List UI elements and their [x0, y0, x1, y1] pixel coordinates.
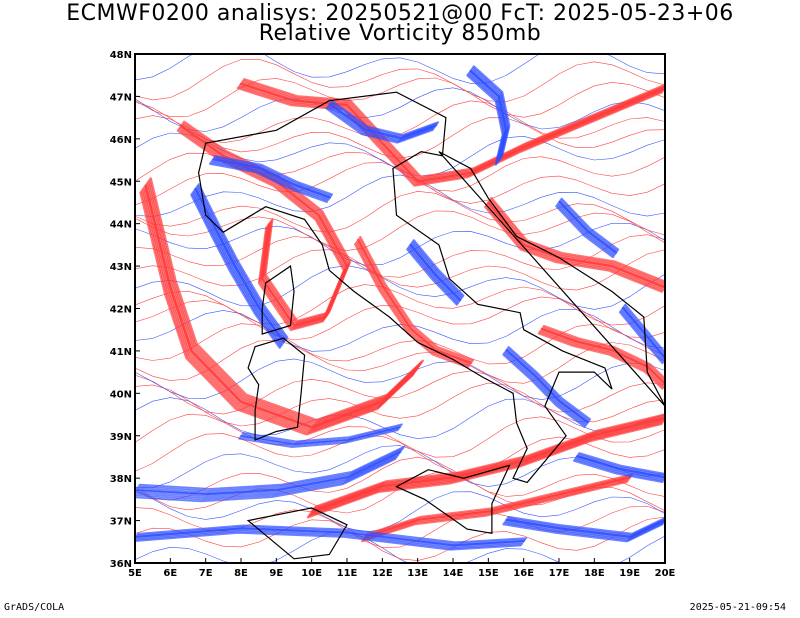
positive-vorticity-band: [361, 473, 634, 543]
x-tick-label: 13E: [407, 568, 428, 579]
x-tick-label: 14E: [443, 568, 464, 579]
x-axis: 5E 6E 7E 8E 9E 10E 11E 12E 13E 14E 15E 16E 17E 18E 19E…: [128, 558, 676, 579]
coastline-sardinia: [247, 337, 306, 441]
x-tick-label: 18E: [584, 568, 605, 579]
x-tick-label: 11E: [337, 568, 358, 579]
negative-vorticity-band: [618, 303, 665, 365]
contour-line: [135, 54, 665, 84]
negative-vorticity-band: [209, 155, 334, 203]
contour-line: [135, 516, 665, 561]
contour-line: [135, 339, 665, 384]
negative-vorticity-band: [135, 524, 528, 551]
coastline-italy: [197, 91, 613, 484]
negative-vorticity-band: [555, 197, 620, 259]
negative-vorticity-band: [502, 346, 591, 428]
x-tick-label: 9E: [269, 568, 283, 579]
positive-vorticity-band: [236, 78, 665, 187]
y-tick-label: 39N: [110, 432, 132, 443]
x-tick-label: 16E: [513, 568, 534, 579]
x-tick-label: 8E: [234, 568, 248, 579]
x-tick-label: 10E: [301, 568, 322, 579]
contour-line: [135, 191, 665, 236]
negative-vorticity-band: [135, 445, 406, 503]
positive-vorticity-band: [484, 196, 665, 293]
coastline-sicily: [395, 464, 511, 535]
coastline-layer: [197, 91, 665, 560]
chart-title: ECMWF0200 analisys: 20250521@00 FcT: 202…: [66, 1, 734, 26]
contour-line: [135, 174, 665, 217]
software-credit: GrADS/COLA: [4, 602, 65, 613]
y-tick-label: 42N: [110, 305, 132, 316]
negative-vorticity-band: [238, 423, 403, 448]
coastline-tunisia: [246, 507, 348, 560]
negative-vorticity-band: [502, 515, 665, 543]
x-tick-label: 5E: [128, 568, 142, 579]
chart-subtitle: Relative Vorticity 850mb: [258, 21, 542, 46]
coastline-corsica: [261, 265, 295, 335]
x-tick-label: 15E: [478, 568, 499, 579]
x-tick-label: 17E: [549, 568, 570, 579]
y-tick-label: 45N: [110, 177, 132, 188]
negative-vorticity-band: [572, 452, 665, 483]
y-tick-label: 44N: [110, 220, 132, 231]
contour-line: [135, 397, 665, 439]
positive-vorticity-band: [354, 235, 475, 369]
negative-vorticity-band: [406, 239, 465, 306]
y-tick-label: 47N: [110, 92, 132, 103]
y-tick-label: 38N: [110, 474, 132, 485]
y-tick-label: 37N: [110, 517, 132, 528]
x-tick-label: 20E: [655, 568, 676, 579]
x-tick-label: 12E: [372, 568, 393, 579]
contour-line: [135, 87, 665, 132]
y-tick-label: 43N: [110, 262, 132, 273]
contour-line: [135, 284, 665, 326]
timestamp: 2025-05-21-09:54: [689, 602, 786, 613]
y-tick-label: 48N: [110, 50, 132, 61]
contour-line: [135, 323, 665, 365]
contour-line: [135, 77, 665, 118]
negative-vorticity-band: [190, 183, 289, 349]
y-tick-label: 36N: [110, 559, 132, 570]
contour-line: [135, 249, 665, 291]
y-tick-label: 40N: [110, 389, 132, 400]
positive-vorticity-band: [139, 177, 424, 436]
contour-line: [135, 456, 665, 501]
contour-line: [135, 531, 665, 563]
coastline-balkans: [438, 151, 665, 407]
negative-vorticity-band: [325, 100, 440, 144]
y-tick-label: 41N: [110, 347, 132, 358]
x-tick-label: 19E: [619, 568, 640, 579]
x-tick-label: 6E: [163, 568, 177, 579]
contour-line: [135, 58, 665, 103]
y-axis: 36N 37N 38N 39N 40N 41N 42N 43N 44N 45N 46N 47N 48N: [110, 50, 140, 570]
contour-line: [135, 490, 665, 533]
y-tick-label: 46N: [110, 135, 132, 146]
negative-vorticity-band: [466, 65, 511, 166]
x-tick-label: 7E: [199, 568, 213, 579]
